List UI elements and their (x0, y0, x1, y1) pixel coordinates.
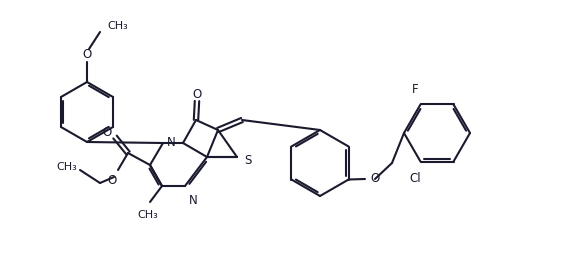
Text: CH₃: CH₃ (56, 162, 77, 172)
Text: Cl: Cl (410, 172, 422, 185)
Text: O: O (370, 172, 379, 185)
Text: O: O (107, 174, 117, 187)
Text: O: O (103, 125, 112, 138)
Text: N: N (167, 136, 176, 150)
Text: S: S (244, 154, 251, 167)
Text: O: O (83, 49, 92, 61)
Text: CH₃: CH₃ (138, 210, 158, 220)
Text: F: F (412, 83, 419, 97)
Text: CH₃: CH₃ (107, 21, 128, 31)
Text: N: N (189, 194, 198, 207)
Text: O: O (192, 87, 202, 101)
